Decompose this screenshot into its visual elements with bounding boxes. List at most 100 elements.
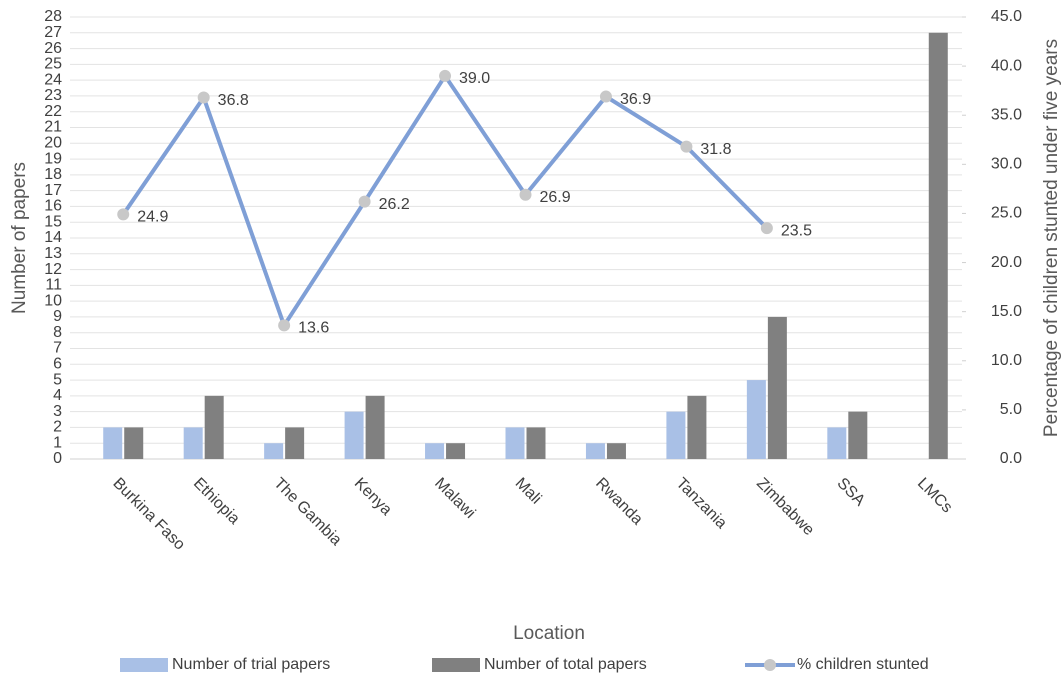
y-tick-label: 13 [44, 245, 62, 262]
y-tick-label: 27 [44, 24, 62, 41]
y2-axis-label: Percentage of children stunted under fiv… [1041, 39, 1062, 437]
y-tick-label: 14 [44, 229, 62, 246]
bar [526, 427, 546, 459]
y2-tick-label: 30.0 [991, 156, 1022, 173]
data-label: 36.8 [218, 92, 249, 109]
x-tick-label: SSA [833, 475, 868, 510]
y-tick-label: 20 [44, 135, 62, 152]
y2-tick-label: 15.0 [991, 303, 1022, 320]
x-tick-label: Tanzania [673, 475, 730, 532]
y-tick-label: 26 [44, 40, 62, 57]
y-tick-label: 21 [44, 119, 62, 136]
line-marker [519, 188, 532, 201]
bar [365, 395, 385, 459]
y-tick-label: 4 [53, 387, 62, 404]
y-tick-label: 3 [53, 403, 62, 420]
y-tick-label: 22 [44, 103, 62, 120]
line-marker [760, 222, 773, 235]
bar [666, 411, 686, 459]
line-marker [358, 195, 371, 208]
bar [446, 443, 466, 459]
bar [425, 443, 445, 459]
y-tick-label: 24 [44, 71, 62, 88]
y-tick-label: 19 [44, 150, 62, 167]
y-tick-label: 9 [53, 308, 62, 325]
y2-tick-label: 5.0 [1000, 401, 1022, 418]
y-tick-label: 6 [53, 356, 62, 373]
x-tick-label: The Gambia [270, 475, 344, 549]
y-tick-label: 10 [44, 292, 62, 309]
y2-tick-label: 20.0 [991, 254, 1022, 271]
y-tick-label: 0 [53, 450, 62, 467]
line [121, 73, 769, 328]
bar [285, 427, 305, 459]
y-tick-label: 15 [44, 213, 62, 230]
y2-tick-label: 25.0 [991, 205, 1022, 222]
bar [848, 411, 868, 459]
x-tick-label: Kenya [351, 475, 395, 519]
legend-swatch [432, 658, 480, 672]
bar [183, 427, 203, 459]
bar [585, 443, 605, 459]
bar [767, 316, 787, 459]
bar [103, 427, 123, 459]
x-tick-label: Burkina Faso [109, 475, 188, 554]
data-label: 13.6 [298, 320, 329, 337]
y2-tick-label: 0.0 [1000, 450, 1022, 467]
y-tick-label: 17 [44, 182, 62, 199]
legend-label: Number of trial papers [172, 656, 330, 673]
legend-label: Number of total papers [484, 656, 647, 673]
y2-tick-label: 40.0 [991, 57, 1022, 74]
x-tick-label: Malawi [431, 475, 478, 522]
bar [827, 427, 847, 459]
bar [928, 32, 948, 460]
y-tick-label: 2 [53, 419, 62, 436]
bar [606, 443, 626, 459]
y-tick-label: 8 [53, 324, 62, 341]
x-tick-label: Rwanda [592, 475, 646, 529]
line-marker [439, 69, 452, 82]
bar [344, 411, 364, 459]
y-tick-label: 25 [44, 56, 62, 73]
x-tick-label: LMCs [914, 475, 956, 517]
y-axis-label: Number of papers [9, 162, 30, 314]
bar [264, 443, 284, 459]
data-label: 23.5 [781, 222, 812, 239]
bar [746, 380, 766, 459]
y-tick-label: 1 [53, 434, 62, 451]
line-marker [117, 208, 130, 221]
y-tick-label: 23 [44, 87, 62, 104]
line-marker [278, 319, 291, 332]
y-tick-label: 18 [44, 166, 62, 183]
data-label: 26.2 [379, 196, 410, 213]
y2-tick-label: 45.0 [991, 8, 1022, 25]
y2-tick-label: 10.0 [991, 352, 1022, 369]
line-marker [197, 91, 210, 104]
y-tick-label: 5 [53, 371, 62, 388]
data-label: 24.9 [137, 209, 168, 226]
data-label: 26.9 [540, 189, 571, 206]
legend-swatch [120, 658, 168, 672]
legend-marker [764, 659, 776, 671]
data-label: 31.8 [700, 141, 731, 158]
x-tick-label: Mali [512, 475, 545, 508]
line-marker [599, 90, 612, 103]
x-tick-label: Ethiopia [190, 475, 243, 528]
y2-tick-label: 35.0 [991, 106, 1022, 123]
bar [505, 427, 525, 459]
bar [124, 427, 144, 459]
y-tick-label: 11 [45, 277, 62, 294]
y-tick-label: 12 [44, 261, 62, 278]
data-label: 39.0 [459, 70, 490, 87]
x-tick-label: Zimbabwe [753, 475, 817, 539]
line-marker [680, 140, 693, 153]
legend-label: % children stunted [797, 656, 929, 673]
y-tick-label: 28 [44, 8, 62, 25]
bar [687, 395, 707, 459]
x-axis-label: Location [513, 623, 585, 644]
y-tick-label: 16 [44, 198, 62, 215]
y-tick-label: 7 [53, 340, 62, 357]
data-label: 36.9 [620, 91, 651, 108]
bar [204, 395, 224, 459]
